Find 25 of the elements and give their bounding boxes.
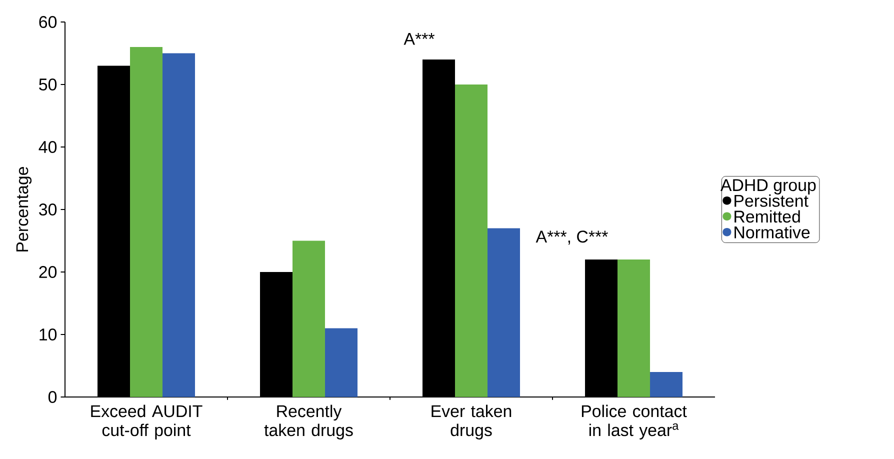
bar [162,53,196,397]
y-tick-label: 20 [39,266,57,278]
y-axis-title: Percentage [16,166,32,252]
legend-label: Normative [734,226,810,238]
bar [488,228,520,397]
y-tick-label: 30 [39,204,57,216]
bar [618,260,650,397]
annotation: A***, C*** [536,230,608,245]
bar [292,240,326,397]
y-tick-label: 60 [39,16,57,28]
bar [650,372,683,397]
legend-label: Remitted [734,210,800,223]
y-tick-label: 40 [38,141,57,154]
x-tick-label: Ever taken drugs [432,404,512,440]
y-tick-label: 50 [39,78,57,91]
bar [455,84,488,397]
y-tick-label: 10 [40,328,57,340]
legend-label: Persistent [734,194,808,207]
bar [325,328,358,397]
x-tick-label: Police contact in last year$^{a}$ [582,404,687,440]
x-tick-label: Recently taken drugs [264,404,353,440]
annotation: A*** [404,33,435,45]
bar [130,47,162,397]
x-tick-label: Exceed AUDIT cut-off point [91,404,202,440]
y-tick-label: 0 [48,391,57,403]
